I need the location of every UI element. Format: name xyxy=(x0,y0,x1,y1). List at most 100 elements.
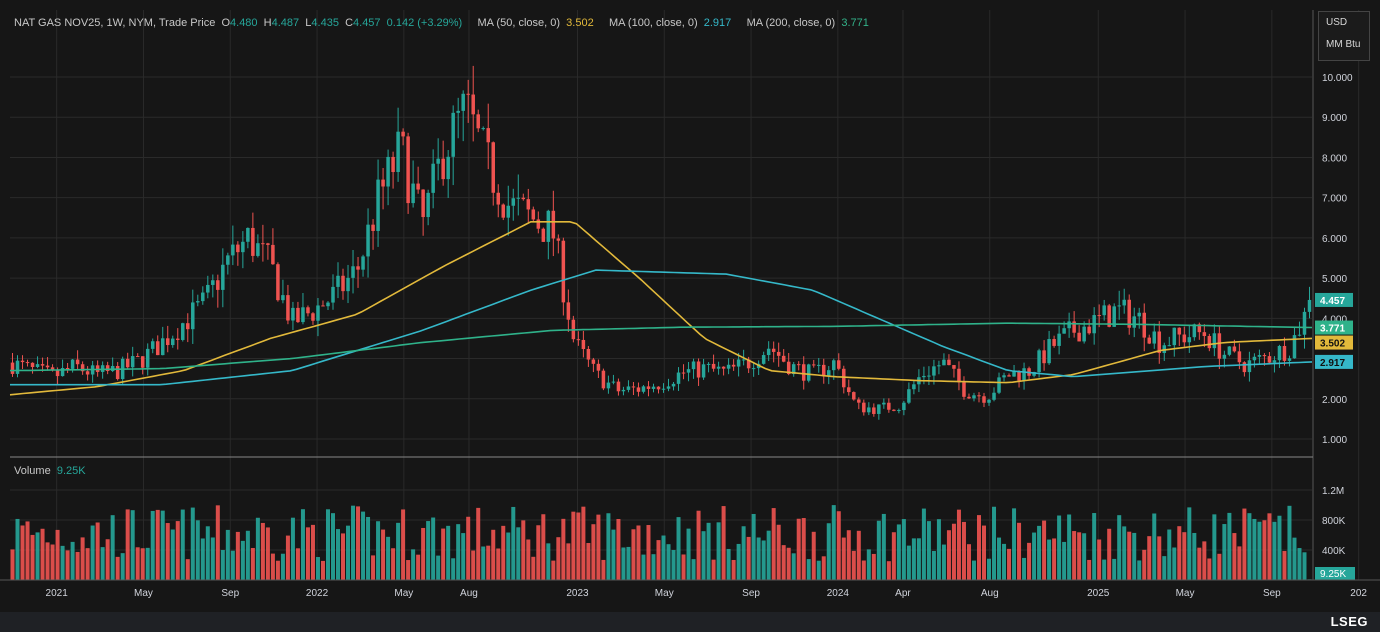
volume-bar xyxy=(786,547,791,580)
volume-bar xyxy=(941,544,946,580)
volume-bar xyxy=(310,524,315,580)
candle-body xyxy=(1017,371,1021,381)
candle-body xyxy=(827,370,831,377)
candle-body xyxy=(85,371,90,375)
volume-bar xyxy=(1287,505,1292,580)
volume-bar xyxy=(716,522,721,580)
candle-body xyxy=(296,307,300,323)
candle-body xyxy=(927,375,931,377)
high-label: H xyxy=(263,17,272,29)
volume-bar xyxy=(1087,559,1092,580)
volume-bar xyxy=(981,525,986,580)
candle-body xyxy=(967,396,971,399)
candle-body xyxy=(35,364,40,367)
candle-body xyxy=(1087,326,1091,334)
candle-body xyxy=(1152,331,1157,344)
volume-bar xyxy=(1072,531,1077,580)
volume-bar xyxy=(1047,539,1052,580)
candle-body xyxy=(586,348,591,360)
candle-body xyxy=(847,387,851,393)
volume-bar xyxy=(235,531,240,580)
candle-body xyxy=(321,305,325,307)
candle-body xyxy=(15,360,20,374)
candle-body xyxy=(251,227,255,256)
candle-body xyxy=(416,183,420,190)
volume-bar xyxy=(406,560,411,580)
candle-body xyxy=(60,367,65,377)
volume-bar xyxy=(1257,521,1262,580)
candle-body xyxy=(401,131,405,137)
volume-bar xyxy=(946,530,951,580)
volume-bar xyxy=(431,517,436,580)
symbol-label: NAT GAS NOV25, 1W, NYM, Trade Price xyxy=(14,17,216,29)
volume-bar xyxy=(491,529,496,580)
unit-selector[interactable] xyxy=(1318,11,1370,61)
candle-body xyxy=(236,244,240,253)
candle-body xyxy=(656,386,661,390)
ma200-label: MA (200, close, 0) xyxy=(746,17,836,29)
candle-body xyxy=(501,204,506,218)
volume-bar xyxy=(75,551,80,580)
volume-bar xyxy=(521,520,526,580)
volume-bar xyxy=(381,529,386,580)
candle-body xyxy=(471,94,475,115)
volume-bar xyxy=(220,550,225,580)
volume-bar xyxy=(145,547,150,580)
volume-bar xyxy=(1062,541,1067,580)
volume-bar xyxy=(891,532,896,580)
candle-body xyxy=(832,360,836,371)
volume-bars xyxy=(10,505,1312,580)
volume-last-tag-text: 9.25K xyxy=(1320,569,1346,580)
candle-body xyxy=(1122,299,1126,306)
volume-bar xyxy=(1012,508,1017,580)
candle-body xyxy=(211,280,215,285)
volume-bar xyxy=(135,547,140,580)
volume-bar xyxy=(90,525,95,580)
candle-body xyxy=(566,302,571,320)
candle-body xyxy=(1012,371,1016,377)
candle-body xyxy=(496,192,501,205)
candle-body xyxy=(1022,368,1026,381)
volume-bar xyxy=(466,516,471,580)
volume-bar xyxy=(320,560,325,580)
volume-bar xyxy=(1082,533,1087,580)
candle-body xyxy=(736,359,741,367)
candle-body xyxy=(766,348,771,356)
volume-tick-label: 1.2M xyxy=(1322,486,1344,497)
volume-bar xyxy=(1212,514,1217,580)
candle-body xyxy=(276,264,280,301)
volume-bar xyxy=(626,546,631,580)
candle-body xyxy=(431,163,435,193)
candle-body xyxy=(1117,305,1121,307)
candle-body xyxy=(426,192,430,218)
candle-body xyxy=(907,389,911,403)
candle-body xyxy=(977,395,981,397)
candle-body xyxy=(771,348,776,352)
candle-body xyxy=(536,219,541,229)
candle-body xyxy=(386,156,390,187)
candle-body xyxy=(711,363,716,369)
volume-bar xyxy=(761,540,766,580)
volume-bar xyxy=(736,543,741,580)
ma100-last-tag: 2.917 xyxy=(1315,354,1353,369)
candle-body xyxy=(281,295,285,301)
time-tick-label: May xyxy=(394,588,413,599)
candle-body xyxy=(356,266,360,270)
candle-body xyxy=(952,365,956,369)
volume-bar xyxy=(305,527,310,580)
volume-bar xyxy=(696,510,701,580)
volume-bar xyxy=(816,560,821,580)
volume-bar xyxy=(1042,520,1047,580)
candle-body xyxy=(1292,335,1297,359)
volume-bar xyxy=(456,524,461,580)
candle-body xyxy=(1157,331,1162,354)
volume-bar xyxy=(1032,532,1037,580)
volume-bar xyxy=(190,507,195,580)
volume-bar xyxy=(1137,560,1142,580)
candle-body xyxy=(1212,333,1217,349)
volume-bar xyxy=(701,531,706,580)
volume-bar xyxy=(366,516,371,580)
candle-body xyxy=(982,396,986,403)
volume-bar xyxy=(315,557,320,580)
